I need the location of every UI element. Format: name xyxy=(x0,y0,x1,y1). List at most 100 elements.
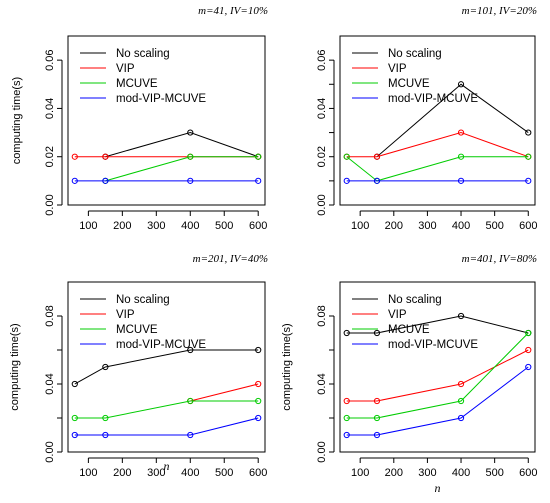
data-point xyxy=(343,329,350,337)
series-line-4 xyxy=(346,366,529,436)
series-line-3 xyxy=(346,332,529,419)
data-point xyxy=(187,431,194,439)
series-line-2 xyxy=(190,383,259,402)
legend-label: MCUVE xyxy=(388,324,430,336)
x-tick-label: 200 xyxy=(385,220,403,232)
series-line-3 xyxy=(105,156,259,182)
data-point xyxy=(525,329,532,337)
x-tick-label: 300 xyxy=(418,220,436,232)
data-point xyxy=(525,153,532,160)
x-axis-label: n xyxy=(164,459,170,473)
data-point xyxy=(102,363,109,371)
data-point xyxy=(373,329,381,337)
x-tick-label: 600 xyxy=(519,220,537,232)
data-point xyxy=(102,153,109,160)
chart-panel-2: m=101, IV=20% 100 200 300 400 500 600 0.00 0.02 0… xyxy=(316,5,537,232)
legend-label: No scaling xyxy=(116,294,170,306)
y-tick-label: 0.08 xyxy=(44,305,56,326)
series-line-1 xyxy=(105,132,259,158)
series-line-1 xyxy=(74,349,259,385)
data-point xyxy=(457,312,465,320)
y-tick-label: 0.04 xyxy=(316,373,328,394)
data-point xyxy=(525,129,532,136)
data-point xyxy=(255,346,262,354)
data-point xyxy=(457,177,465,184)
x-axis-label: n xyxy=(435,481,441,495)
chart-title: m=101, IV=20% xyxy=(462,5,537,17)
series-line-1 xyxy=(346,315,529,334)
y-tick-label: 0.06 xyxy=(44,49,56,70)
legend-label: VIP xyxy=(116,309,135,321)
data-point xyxy=(187,346,194,354)
y-tick-label: 0.08 xyxy=(316,305,328,326)
series-line-2 xyxy=(346,132,529,158)
legend-label: VIP xyxy=(388,309,407,321)
y-axis-label: computing time(s) xyxy=(9,323,21,410)
legend-label: VIP xyxy=(388,63,407,75)
x-tick-label: 100 xyxy=(351,220,369,232)
chart-panel-1: m=41, IV=10% 100 200 300 400 500 600 0.00 0.02 0.… xyxy=(11,5,268,232)
chart-title: m=201, IV=40% xyxy=(193,253,268,265)
y-tick-label: 0.04 xyxy=(44,98,56,119)
x-tick-label: 500 xyxy=(215,467,233,479)
y-tick-label: 0.04 xyxy=(316,98,328,119)
data-point xyxy=(187,397,194,405)
x-tick-label: 500 xyxy=(485,467,503,479)
y-axis-label: computing time(s) xyxy=(281,323,293,410)
x-tick-label: 600 xyxy=(519,467,537,479)
x-tick-label: 400 xyxy=(452,467,470,479)
x-tick-label: 300 xyxy=(418,467,436,479)
data-point xyxy=(102,414,109,422)
data-point xyxy=(71,414,78,422)
data-point xyxy=(343,397,350,405)
legend-label: MCUVE xyxy=(388,78,430,90)
legend-label: No scaling xyxy=(116,48,170,60)
data-point xyxy=(343,177,350,184)
plot-frame xyxy=(67,35,266,206)
chart-panel-4: m=401, IV=80% 100 200 300 400 500 600 0.00 0.04 0… xyxy=(281,253,537,495)
data-point xyxy=(255,414,262,422)
x-tick-label: 500 xyxy=(215,220,233,232)
y-tick-label: 0.00 xyxy=(44,194,56,215)
x-tick-label: 100 xyxy=(79,467,97,479)
data-point xyxy=(373,414,381,422)
data-point xyxy=(71,177,78,184)
x-tick-label: 300 xyxy=(147,467,165,479)
series-line-3 xyxy=(74,400,259,419)
plot-frame xyxy=(339,35,536,206)
data-point xyxy=(102,177,109,184)
data-point xyxy=(343,431,350,439)
chart-panel-3: m=201, IV=40% 100 200 300 400 500 600 0.00 0.04 0… xyxy=(9,253,268,479)
series-line-2 xyxy=(346,349,529,402)
x-tick-label: 100 xyxy=(79,220,97,232)
y-tick-label: 0.00 xyxy=(316,441,328,462)
x-tick-label: 200 xyxy=(113,467,131,479)
x-tick-label: 400 xyxy=(452,220,470,232)
data-point xyxy=(373,177,381,184)
data-point xyxy=(255,177,262,184)
data-point xyxy=(187,153,194,160)
x-tick-label: 100 xyxy=(351,467,369,479)
series-line-1 xyxy=(376,83,529,158)
data-point xyxy=(373,397,381,405)
y-tick-label: 0.00 xyxy=(44,441,56,462)
x-tick-label: 400 xyxy=(181,220,199,232)
series-line-4 xyxy=(74,417,259,436)
y-axis-label: computing time(s) xyxy=(11,77,23,164)
data-point xyxy=(187,129,194,136)
data-point xyxy=(255,397,262,405)
x-tick-label: 200 xyxy=(385,467,403,479)
data-point xyxy=(343,414,350,422)
legend-label: mod-VIP-MCUVE xyxy=(116,339,206,351)
x-tick-label: 600 xyxy=(249,467,267,479)
x-tick-label: 600 xyxy=(249,220,267,232)
legend-label: mod-VIP-MCUVE xyxy=(388,93,478,105)
data-point xyxy=(373,153,381,160)
x-tick-label: 200 xyxy=(113,220,131,232)
legend-label: No scaling xyxy=(388,48,442,60)
data-point xyxy=(343,153,350,160)
data-point xyxy=(71,431,78,439)
data-point xyxy=(71,153,78,160)
series-line-3 xyxy=(346,156,529,182)
